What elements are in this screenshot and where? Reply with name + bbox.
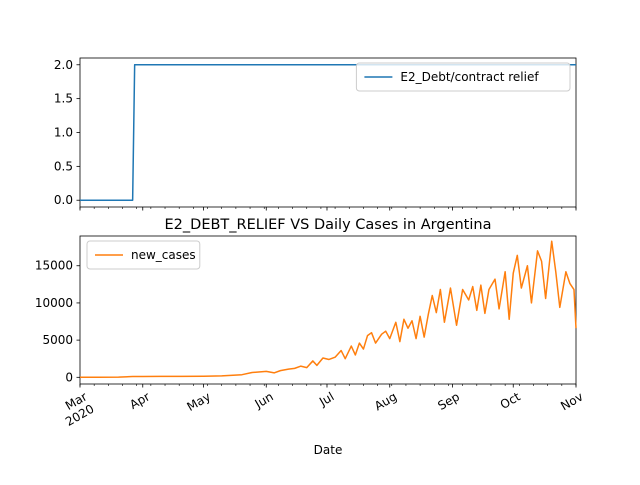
series-line <box>79 240 577 379</box>
series-line <box>80 64 576 201</box>
legend-label: E2_Debt/contract relief <box>400 70 539 84</box>
x-tick-label: Mar2020 <box>56 389 97 429</box>
y-tick-label: 1.5 <box>54 92 73 106</box>
y-tick-label: 1.0 <box>54 126 73 140</box>
x-tick-label: Nov <box>558 389 585 413</box>
y-tick-label: 10000 <box>35 296 73 310</box>
y-tick-label: 0.0 <box>54 193 73 207</box>
legend-box <box>86 240 201 270</box>
bottom-panel: 0 5000 10000 15000 Mar2020 Apr May Jun Jul Aug Sep… <box>35 217 586 457</box>
x-tick-label: May <box>185 389 213 414</box>
x-tick-label: Aug <box>372 389 399 413</box>
x-tick-label: Apr <box>127 389 152 412</box>
chart-title: E2_DEBT_RELIEF VS Daily Cases in Argenti… <box>165 217 492 233</box>
y-tick-label: 0.5 <box>54 159 73 173</box>
top-panel: 0.0 0.5 1.0 1.5 2.0 E2_Debt/contract relief <box>54 57 577 211</box>
y-tick-label: 5000 <box>42 333 73 347</box>
legend-box <box>355 62 571 92</box>
x-tick-label: Jul <box>316 389 336 409</box>
x-tick-label: Jun <box>252 389 276 411</box>
axes-frame <box>79 235 577 385</box>
legend-label: new_cases <box>131 248 196 262</box>
x-tick-label: Sep <box>435 389 462 412</box>
y-tick-label: 15000 <box>35 259 73 273</box>
y-tick-label: 0 <box>65 370 73 384</box>
x-axis-label: Date <box>314 443 343 457</box>
x-tick-label: Oct <box>498 389 523 412</box>
y-tick-label: 2.0 <box>54 58 73 72</box>
